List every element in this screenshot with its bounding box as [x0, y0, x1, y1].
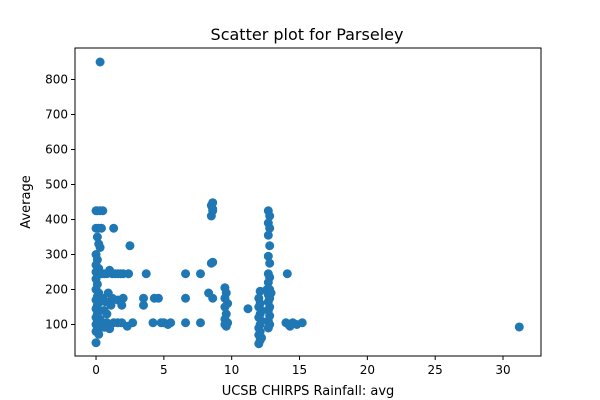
y-tick-label-300: 300 — [45, 248, 68, 262]
data-point-75 — [139, 300, 149, 310]
data-point-51 — [91, 338, 101, 348]
data-point-87 — [208, 257, 218, 267]
x-tick-label-15: 15 — [292, 363, 307, 377]
data-point-71 — [105, 324, 115, 334]
x-tick-label-20: 20 — [360, 363, 375, 377]
data-point-9 — [92, 232, 102, 242]
data-point-102 — [220, 320, 230, 329]
y-axis-label: Average — [19, 175, 34, 228]
data-point-82 — [181, 318, 191, 328]
x-tick-label-30: 30 — [495, 363, 510, 377]
data-point-4 — [92, 206, 102, 216]
data-point-104 — [255, 286, 265, 296]
data-point-129 — [263, 278, 273, 287]
data-point-76 — [148, 318, 158, 328]
x-tick-label-5: 5 — [160, 363, 168, 377]
data-point-118 — [254, 339, 264, 349]
data-point-126 — [265, 258, 275, 268]
data-point-125 — [263, 251, 273, 261]
data-point-58 — [106, 300, 116, 310]
data-point-83 — [195, 318, 205, 328]
data-point-91 — [208, 198, 218, 208]
y-tick-label-200: 200 — [45, 283, 68, 297]
data-point-30 — [181, 269, 191, 279]
y-axis: 100 200 300 400 500 600 700 800 — [45, 73, 75, 332]
data-point-97 — [220, 302, 230, 312]
data-point-28 — [124, 269, 134, 279]
data-point-61 — [102, 309, 112, 319]
data-point-11 — [95, 243, 105, 252]
data-point-50 — [94, 329, 104, 339]
data-point-8 — [109, 223, 119, 233]
x-tick-label-0: 0 — [92, 363, 100, 377]
data-point-31 — [195, 269, 205, 279]
data-point-85 — [208, 293, 218, 303]
data-point-7 — [96, 223, 106, 233]
data-point-0 — [95, 57, 105, 67]
data-point-29 — [141, 269, 151, 279]
data-point-12 — [125, 241, 135, 251]
data-point-59 — [117, 300, 127, 310]
y-tick-label-400: 400 — [45, 213, 68, 227]
data-point-139 — [263, 323, 273, 333]
data-point-74 — [153, 293, 163, 303]
data-point-122 — [265, 223, 275, 233]
x-axis-label: UCSB CHIRPS Rainfall: avg — [222, 384, 395, 399]
x-axis: 0 5 10 15 20 25 30 — [92, 356, 511, 377]
data-point-123 — [263, 230, 273, 240]
data-point-92 — [208, 204, 218, 214]
data-point-142 — [282, 269, 292, 279]
x-tick-label-10: 10 — [224, 363, 239, 377]
y-tick-label-500: 500 — [45, 178, 68, 192]
y-tick-label-100: 100 — [45, 318, 68, 332]
data-point-80 — [166, 318, 176, 328]
data-point-69 — [128, 318, 138, 328]
data-point-124 — [265, 241, 275, 251]
data-point-141 — [266, 288, 276, 298]
data-point-103 — [243, 304, 253, 314]
y-tick-label-700: 700 — [45, 108, 68, 122]
data-point-148 — [297, 318, 307, 328]
data-point-72 — [139, 293, 149, 303]
data-point-120 — [265, 211, 275, 221]
data-point-81 — [181, 293, 191, 303]
data-point-57 — [118, 293, 128, 303]
data-points — [91, 57, 524, 349]
x-tick-label-25: 25 — [428, 363, 443, 377]
plot-area — [74, 47, 542, 357]
data-point-149 — [514, 322, 524, 332]
y-tick-label-600: 600 — [45, 143, 68, 157]
chart-title: Scatter plot for Parseley — [211, 25, 404, 44]
y-tick-label-800: 800 — [45, 73, 68, 87]
